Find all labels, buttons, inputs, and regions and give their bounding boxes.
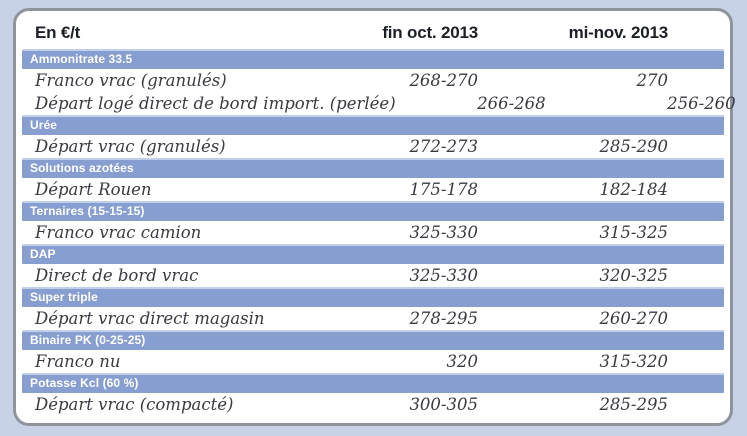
mi-nov-value: 182-184 <box>599 180 668 199</box>
table-row: Départ Rouen 175-178 182-184 <box>22 178 724 201</box>
row-label: Franco nu <box>35 352 121 371</box>
row-label: Départ vrac (compacté) <box>35 395 234 414</box>
row-label: Départ vrac direct magasin <box>35 309 265 328</box>
fin-oct-value: 278-295 <box>409 309 478 328</box>
table-row: Départ vrac (compacté) 300-305 285-295 <box>22 393 724 416</box>
row-label: Départ vrac (granulés) <box>35 137 226 156</box>
mi-nov-value: 285-290 <box>599 137 668 156</box>
fin-oct-value: 175-178 <box>409 180 478 199</box>
table-row: Direct de bord vrac 325-330 320-325 <box>22 264 724 287</box>
fin-oct-value: 325-330 <box>409 266 478 285</box>
price-table-body: Ammonitrate 33.5 Franco vrac (granulés) 26… <box>22 49 736 416</box>
fin-oct-value: 300-305 <box>409 395 478 414</box>
row-label: Franco vrac (granulés) <box>35 71 227 90</box>
section-header-band: Ternaires (15-15-15) <box>22 201 724 221</box>
row-label: Départ Rouen <box>35 180 152 199</box>
section-header-band: DAP <box>22 244 724 264</box>
table-row: Départ logé direct de bord import. (perl… <box>22 92 736 115</box>
table-row: Franco nu 320 315-320 <box>22 350 724 373</box>
section-header-band: Potasse Kcl (60 %) <box>22 373 724 393</box>
section-header-band: Binaire PK (0-25-25) <box>22 330 724 350</box>
table-row: Franco vrac camion 325-330 315-325 <box>22 221 724 244</box>
mi-nov-value: 256-260 <box>667 94 736 113</box>
table-header-row: En €/t fin oct. 2013 mi-nov. 2013 <box>22 16 724 49</box>
mi-nov-value: 270 <box>636 71 669 90</box>
table-row: Départ vrac (granulés) 272-273 285-290 <box>22 135 724 158</box>
unit-header: En €/t <box>35 23 81 42</box>
mi-nov-value: 315-325 <box>599 223 668 242</box>
section-header-band: Solutions azotées <box>22 158 724 178</box>
mi-nov-value: 320-325 <box>599 266 668 285</box>
fin-oct-value: 325-330 <box>409 223 478 242</box>
fin-oct-value: 272-273 <box>409 137 478 156</box>
fin-oct-value: 266-268 <box>477 94 546 113</box>
price-table-card: En €/t fin oct. 2013 mi-nov. 2013 Ammoni… <box>13 8 736 426</box>
col-header-mi-nov-2013: mi-nov. 2013 <box>568 23 669 42</box>
section-header-band: Super triple <box>22 287 724 307</box>
mi-nov-value: 315-320 <box>599 352 668 371</box>
fin-oct-value: 320 <box>446 352 479 371</box>
mi-nov-value: 260-270 <box>599 309 668 328</box>
row-label: Direct de bord vrac <box>35 266 199 285</box>
row-label: Départ logé direct de bord import. (perl… <box>35 94 396 113</box>
col-header-fin-oct-2013: fin oct. 2013 <box>382 23 478 42</box>
fin-oct-value: 268-270 <box>409 71 478 90</box>
table-row: Départ vrac direct magasin 278-295 260-270 <box>22 307 724 330</box>
section-header-band: Urée <box>22 115 724 135</box>
section-header-band: Ammonitrate 33.5 <box>22 49 724 69</box>
table-row: Franco vrac (granulés) 268-270 270 <box>22 69 724 92</box>
mi-nov-value: 285-295 <box>599 395 668 414</box>
row-label: Franco vrac camion <box>35 223 202 242</box>
